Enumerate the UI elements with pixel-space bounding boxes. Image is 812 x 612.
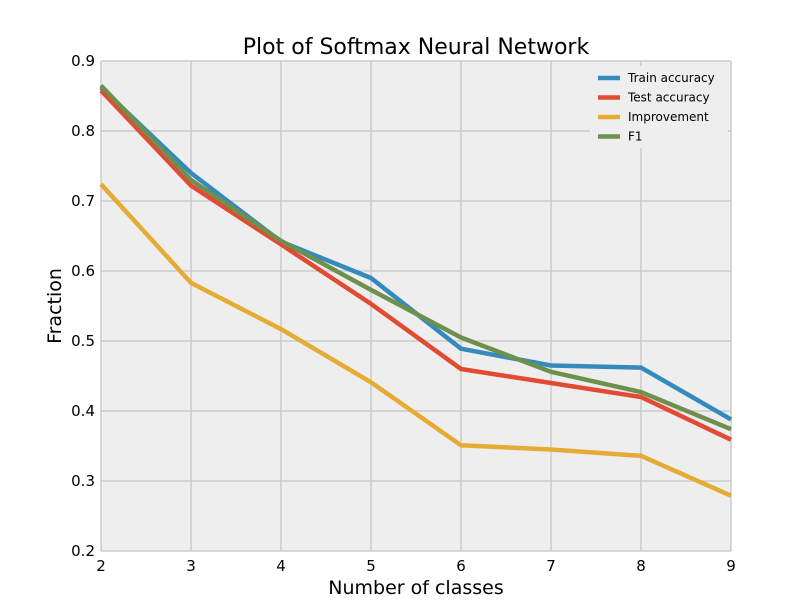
series-line-test-accuracy: [99, 88, 732, 442]
series-line-improvement: [99, 182, 732, 498]
legend: Train accuracy Test accuracy Improvement F1: [590, 66, 728, 148]
x-tick-label: 6: [456, 557, 466, 575]
chart-title: Plot of Softmax Neural Network: [243, 35, 590, 60]
y-tick-label: 0.5: [71, 332, 95, 350]
y-tick-label: 0.6: [71, 262, 95, 280]
legend-label: F1: [628, 130, 643, 144]
y-tick-labels: 0.2 0.3 0.4 0.5 0.6 0.7 0.8 0.9: [71, 52, 95, 560]
x-tick-label: 7: [546, 557, 556, 575]
x-tick-label: 8: [636, 557, 646, 575]
y-tick-label: 0.4: [71, 402, 95, 420]
y-tick-label: 0.2: [71, 542, 95, 560]
y-tick-label: 0.3: [71, 472, 95, 490]
grid-lines: [100, 60, 732, 552]
x-tick-label: 3: [186, 557, 196, 575]
legend-label: Train accuracy: [627, 71, 715, 85]
x-tick-label: 5: [366, 557, 376, 575]
y-tick-label: 0.8: [71, 122, 95, 140]
x-tick-label: 2: [96, 557, 106, 575]
y-tick-label: 0.7: [71, 192, 95, 210]
x-axis-label: Number of classes: [328, 577, 503, 599]
y-axis-label: Fraction: [44, 268, 66, 344]
x-tick-label: 9: [726, 557, 736, 575]
y-tick-label: 0.9: [71, 52, 95, 70]
series-line-f1: [99, 83, 732, 432]
legend-label: Test accuracy: [627, 91, 710, 105]
series-lines: [99, 83, 733, 498]
x-tick-label: 4: [276, 557, 286, 575]
x-tick-labels: 2 3 4 5 6 7 8 9: [96, 557, 736, 575]
legend-label: Improvement: [628, 110, 709, 124]
